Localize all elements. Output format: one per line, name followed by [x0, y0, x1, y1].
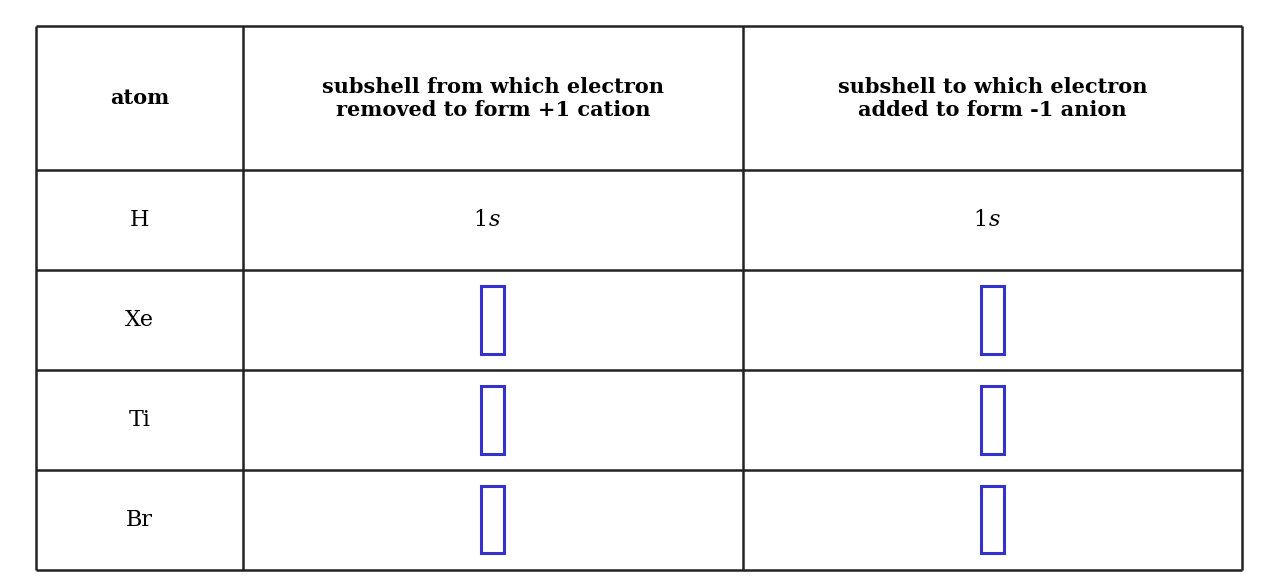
- Bar: [981, 486, 1004, 553]
- Bar: [482, 287, 505, 354]
- Text: H: H: [130, 209, 149, 231]
- Text: subshell to which electron
added to form -1 anion: subshell to which electron added to form…: [838, 77, 1147, 120]
- Bar: [482, 486, 505, 553]
- Bar: [981, 287, 1004, 354]
- Text: 1: 1: [973, 209, 987, 231]
- Text: Br: Br: [126, 509, 153, 531]
- Text: s: s: [989, 209, 1000, 231]
- Bar: [981, 386, 1004, 454]
- Text: subshell from which electron
removed to form +1 cation: subshell from which electron removed to …: [322, 77, 664, 120]
- Text: 1: 1: [474, 209, 488, 231]
- Text: atom: atom: [110, 88, 169, 108]
- Text: s: s: [489, 209, 501, 231]
- Bar: [482, 386, 505, 454]
- Text: Xe: Xe: [125, 309, 154, 331]
- Text: Ti: Ti: [129, 409, 150, 431]
